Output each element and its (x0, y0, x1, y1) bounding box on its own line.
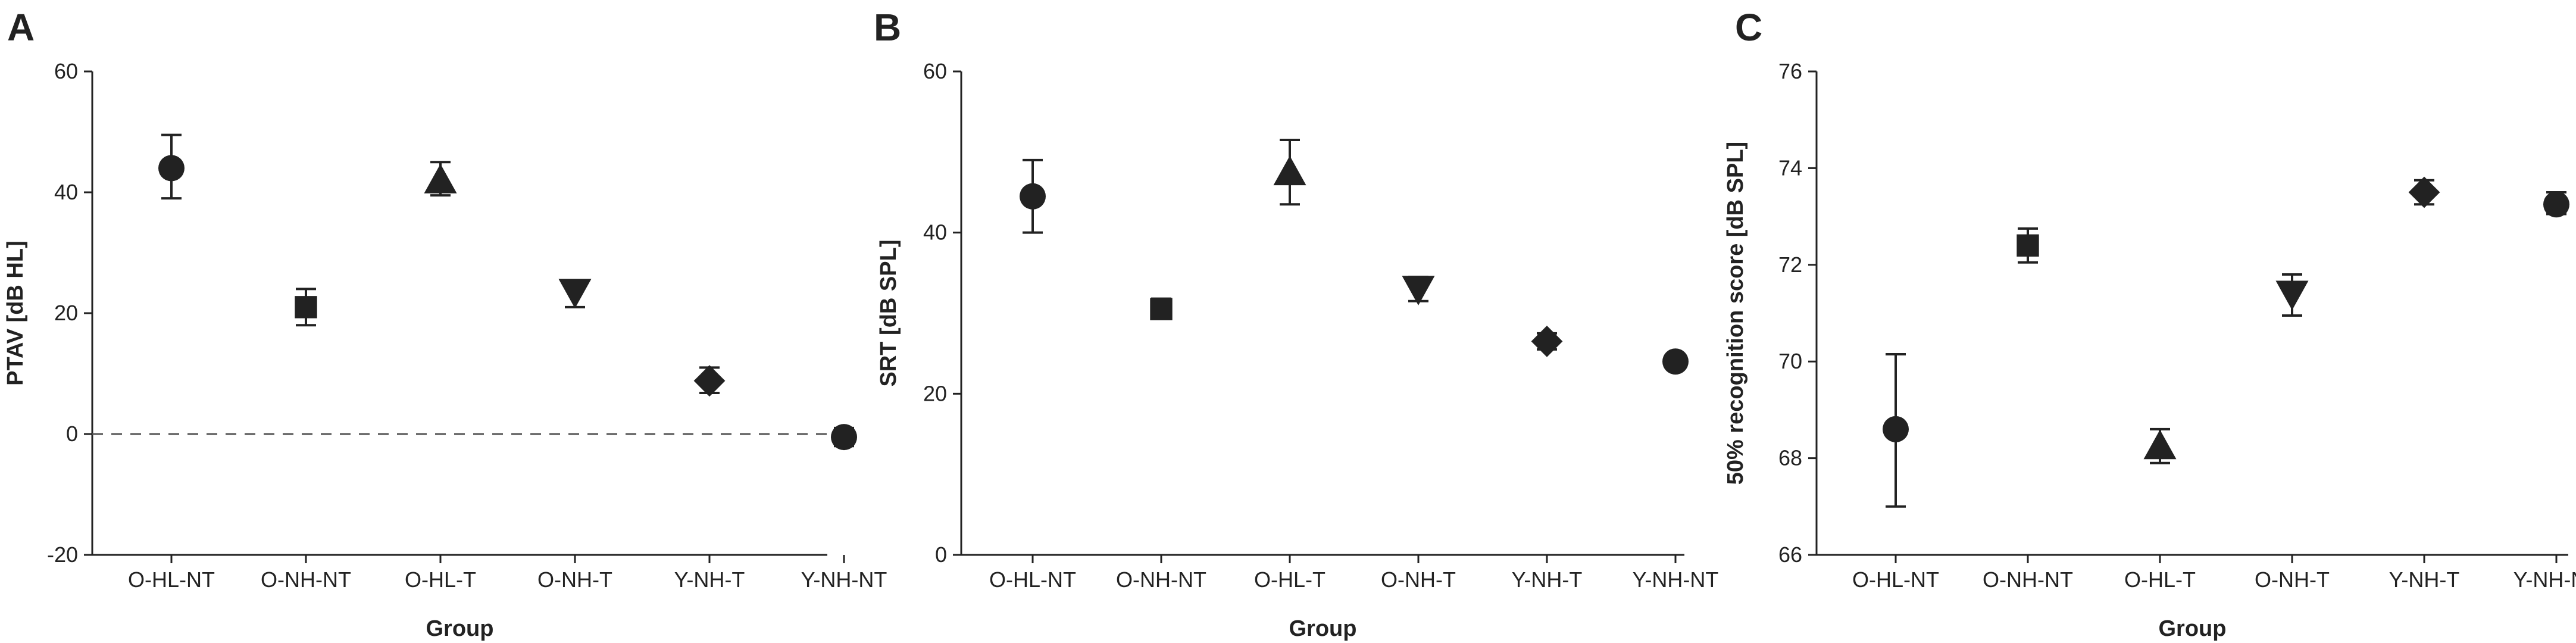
circle-marker (831, 424, 857, 451)
data-point-y-nh-t (2408, 176, 2440, 208)
y-axis-title: SRT [dB SPL] (876, 240, 901, 387)
panel-letter: A (7, 6, 35, 49)
x-tick-label: O-HL-T (1254, 567, 1325, 592)
square-marker (2017, 234, 2039, 257)
y-tick-label: 76 (1778, 59, 1802, 83)
x-tick-label: O-HL-NT (989, 567, 1076, 592)
y-tick-label: -20 (47, 542, 78, 567)
data-point-o-hl-t (2143, 427, 2177, 464)
x-axis-title: Group (1289, 616, 1357, 641)
data-point-o-nh-nt (295, 288, 317, 327)
y-axis-title: 50% recognition score [dB SPL] (1723, 142, 1748, 485)
circle-marker (2543, 191, 2569, 218)
triangle-down-marker (2275, 280, 2309, 311)
x-tick-label: Y-NH-NT (1633, 567, 1719, 592)
data-point-o-nh-t (1402, 276, 1435, 305)
x-tick-label: O-NH-T (1381, 567, 1456, 592)
circle-marker (1883, 416, 1909, 442)
diamond-marker (693, 365, 726, 397)
x-tick-label: O-NH-NT (261, 567, 351, 592)
data-point-o-hl-nt (1883, 353, 1909, 508)
y-axis-title: PTAV [dB HL] (3, 241, 28, 385)
data-point-o-hl-t (424, 161, 457, 197)
panel-b: B 0 20 40 60 O-HL-NT O-NH-NT O-HL-T O-NH-T Y-NH-T… (874, 6, 1718, 641)
x-tick-label: O-NH-NT (1116, 567, 1206, 592)
data-point-y-nh-nt (1662, 348, 1689, 375)
data-point-o-nh-t (2275, 273, 2309, 317)
triangle-down-marker (1402, 276, 1435, 305)
triangle-up-marker (2143, 429, 2177, 460)
data-point-y-nh-nt (2543, 191, 2569, 218)
y-tick-label: 60 (923, 59, 947, 83)
square-marker (1150, 298, 1173, 320)
y-tick-label: 70 (1778, 349, 1802, 373)
y-tick-label: 0 (935, 542, 947, 567)
x-tick-label: O-HL-T (2124, 567, 2196, 592)
data-point-o-nh-nt (2017, 227, 2039, 264)
y-tick-label: 68 (1778, 446, 1802, 470)
y-tick-label: 20 (54, 301, 78, 325)
y-tick-label: 66 (1778, 542, 1802, 567)
x-tick-label: O-HL-NT (1852, 567, 1939, 592)
data-point-o-hl-t (1273, 139, 1306, 206)
data-point-y-nh-nt (831, 424, 857, 451)
x-axis-title: Group (426, 616, 494, 641)
triangle-up-marker (1273, 155, 1306, 186)
panel-a: A -20 0 20 40 60 O-HL-NT O-NH-NT O-HL-T O-NH-T Y-N… (3, 6, 887, 641)
circle-marker (158, 155, 185, 182)
panel-letter: C (1735, 6, 1762, 49)
x-tick-label: Y-NH-T (2389, 567, 2460, 592)
x-axis-title: Group (2159, 616, 2227, 641)
panel-letter: B (874, 6, 901, 49)
y-tick-label: 20 (923, 381, 947, 405)
x-tick-label: Y-NH-NT (801, 567, 887, 592)
circle-marker (1020, 183, 1046, 210)
x-tick-label: O-NH-T (537, 567, 612, 592)
y-tick-label: 40 (923, 220, 947, 245)
diamond-marker (2408, 176, 2440, 208)
x-tick-label: Y-NH-T (1512, 567, 1583, 592)
x-tick-label: O-HL-NT (128, 567, 215, 592)
x-tick-label: Y-NH-NT (2514, 567, 2576, 592)
square-marker (295, 296, 317, 319)
data-point-o-hl-nt (1020, 158, 1046, 234)
panel-c: C 66 68 70 72 74 76 O-HL-NT O-NH-NT O-HL-T O-NH-T Y… (1723, 6, 2576, 641)
x-tick-label: O-NH-NT (1983, 567, 2073, 592)
data-point-y-nh-t (1531, 325, 1563, 357)
y-tick-label: 72 (1778, 252, 1802, 277)
data-point-y-nh-t (693, 365, 726, 397)
x-tick-label: Y-NH-T (674, 567, 745, 592)
data-point-o-nh-t (558, 279, 592, 308)
triangle-down-marker (558, 279, 592, 308)
y-tick-label: 0 (66, 422, 78, 446)
y-tick-label: 74 (1778, 155, 1802, 180)
data-point-o-nh-nt (1150, 297, 1173, 320)
x-tick-label: O-NH-T (2255, 567, 2330, 592)
triangle-up-marker (424, 164, 457, 193)
circle-marker (1662, 348, 1689, 375)
y-tick-label: 40 (54, 180, 78, 204)
data-point-o-hl-nt (158, 133, 185, 200)
x-tick-label: O-HL-T (405, 567, 476, 592)
y-tick-label: 60 (54, 59, 78, 83)
diamond-marker (1531, 325, 1563, 357)
